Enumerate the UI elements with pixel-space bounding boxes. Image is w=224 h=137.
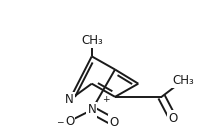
Text: O: O <box>168 112 177 125</box>
Text: O: O <box>65 115 74 128</box>
Text: CH₃: CH₃ <box>81 34 103 47</box>
Text: CH₃: CH₃ <box>172 74 194 87</box>
Text: N: N <box>87 103 96 116</box>
Text: O: O <box>109 116 119 129</box>
Text: −: − <box>56 117 63 126</box>
Text: N: N <box>65 93 74 106</box>
Text: +: + <box>102 95 109 104</box>
